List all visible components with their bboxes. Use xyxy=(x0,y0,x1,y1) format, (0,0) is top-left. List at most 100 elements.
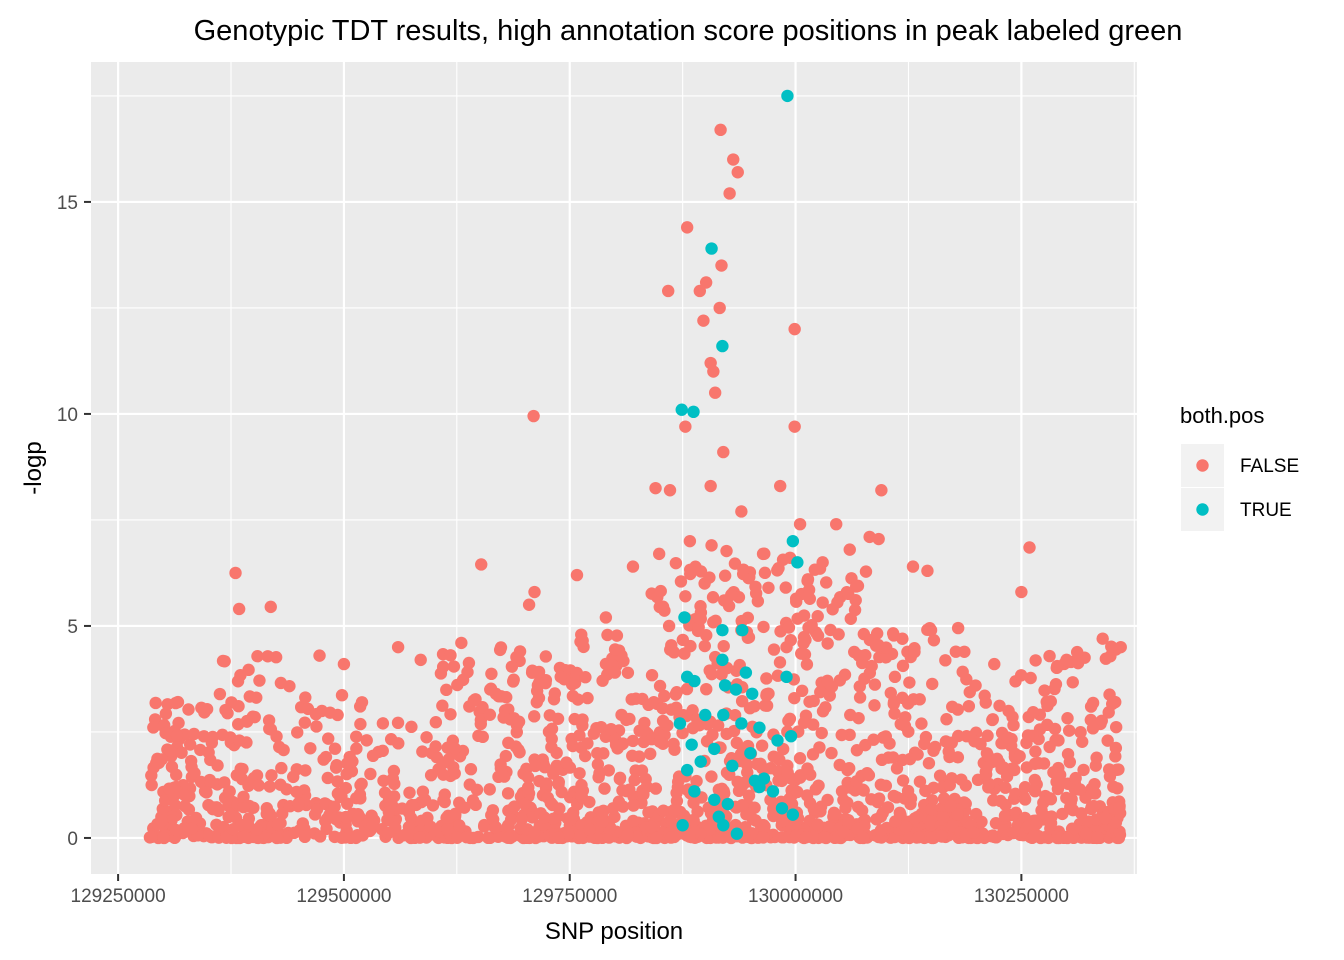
data-point-false xyxy=(1113,801,1126,814)
data-point-false xyxy=(967,826,980,839)
data-point-false xyxy=(882,751,895,764)
data-point-false xyxy=(448,742,462,755)
data-point-false xyxy=(591,747,604,760)
data-point-false xyxy=(340,797,354,810)
data-point-false xyxy=(755,739,769,752)
data-point-false xyxy=(921,564,934,578)
data-point-false xyxy=(664,643,677,656)
data-point-true xyxy=(781,89,794,103)
data-point-false xyxy=(670,686,683,699)
data-point-false xyxy=(814,685,827,699)
data-point-false xyxy=(429,740,442,753)
data-point-false xyxy=(1018,781,1032,794)
data-point-false xyxy=(714,123,727,137)
data-point-false xyxy=(444,708,457,721)
series-true-points xyxy=(673,89,804,840)
data-point-false xyxy=(538,811,551,824)
data-point-false xyxy=(212,804,225,818)
data-point-false xyxy=(627,814,640,828)
data-point-false xyxy=(448,767,461,780)
data-point-false xyxy=(676,726,689,740)
data-point-false xyxy=(416,745,429,758)
data-point-false xyxy=(328,742,342,755)
data-point-false xyxy=(661,284,675,298)
data-point-false xyxy=(658,689,671,703)
data-point-false xyxy=(616,784,629,797)
data-point-false xyxy=(1066,676,1079,689)
legend: both.pos FALSE TRUE xyxy=(1180,403,1299,531)
data-point-false xyxy=(292,796,305,810)
data-point-false xyxy=(403,786,416,799)
data-point-false xyxy=(887,629,900,642)
data-point-false xyxy=(606,802,620,815)
data-point-false xyxy=(800,658,814,671)
data-point-true xyxy=(718,679,732,692)
data-point-false xyxy=(1105,640,1118,653)
data-point-false xyxy=(1037,757,1051,770)
data-point-true xyxy=(685,738,698,751)
data-point-false xyxy=(355,696,369,709)
data-point-false xyxy=(322,732,335,745)
data-point-false xyxy=(570,568,584,582)
data-point-false xyxy=(853,691,867,704)
data-point-false xyxy=(943,778,957,792)
data-point-true xyxy=(716,339,729,353)
data-point-false xyxy=(1029,745,1042,758)
data-point-false xyxy=(727,153,740,166)
data-point-false xyxy=(573,767,586,780)
data-point-false xyxy=(835,728,848,742)
data-point-false xyxy=(821,793,834,807)
data-point-false xyxy=(1027,829,1041,843)
data-point-false xyxy=(925,803,938,816)
data-point-false xyxy=(813,741,826,754)
data-point-false xyxy=(579,671,592,684)
data-point-false xyxy=(626,734,640,748)
data-point-false xyxy=(583,823,596,836)
data-point-false xyxy=(901,697,915,710)
data-point-false xyxy=(940,713,953,726)
data-point-false xyxy=(386,772,400,785)
data-point-false xyxy=(577,640,590,654)
data-point-false xyxy=(583,795,596,809)
data-point-false xyxy=(1077,763,1090,777)
data-point-false xyxy=(149,696,162,710)
data-point-false xyxy=(999,781,1012,794)
data-point-false xyxy=(455,636,468,650)
data-point-false xyxy=(1018,793,1032,806)
data-point-false xyxy=(189,811,203,825)
data-point-false xyxy=(795,684,809,698)
data-point-false xyxy=(350,742,363,755)
data-point-false xyxy=(903,752,917,766)
data-point-false xyxy=(171,695,185,709)
data-point-false xyxy=(449,807,462,821)
data-point-false xyxy=(908,812,922,825)
data-point-false xyxy=(718,594,731,607)
data-point-false xyxy=(927,744,940,757)
data-point-false xyxy=(310,720,323,733)
data-point-false xyxy=(243,690,256,703)
data-point-false xyxy=(1044,793,1058,806)
data-point-true xyxy=(775,802,789,815)
data-point-false xyxy=(1065,792,1078,806)
data-point-false xyxy=(711,719,725,732)
data-point-false xyxy=(604,722,618,736)
data-point-false xyxy=(1061,831,1074,845)
data-point-false xyxy=(797,609,811,622)
data-point-false xyxy=(654,584,667,598)
data-point-false xyxy=(183,738,197,751)
data-point-false xyxy=(299,691,312,704)
data-point-true xyxy=(716,623,729,637)
data-point-false xyxy=(944,799,957,813)
data-point-false xyxy=(811,610,824,623)
data-point-false xyxy=(783,712,797,726)
data-point-false xyxy=(732,784,746,798)
data-point-false xyxy=(287,826,301,840)
data-point-false xyxy=(581,691,594,705)
data-point-false xyxy=(275,761,288,775)
data-point-false xyxy=(538,760,552,774)
data-point-false xyxy=(438,788,451,801)
data-point-false xyxy=(512,715,526,728)
data-point-false xyxy=(924,623,938,637)
data-point-false xyxy=(145,830,158,844)
data-point-false xyxy=(888,707,901,720)
